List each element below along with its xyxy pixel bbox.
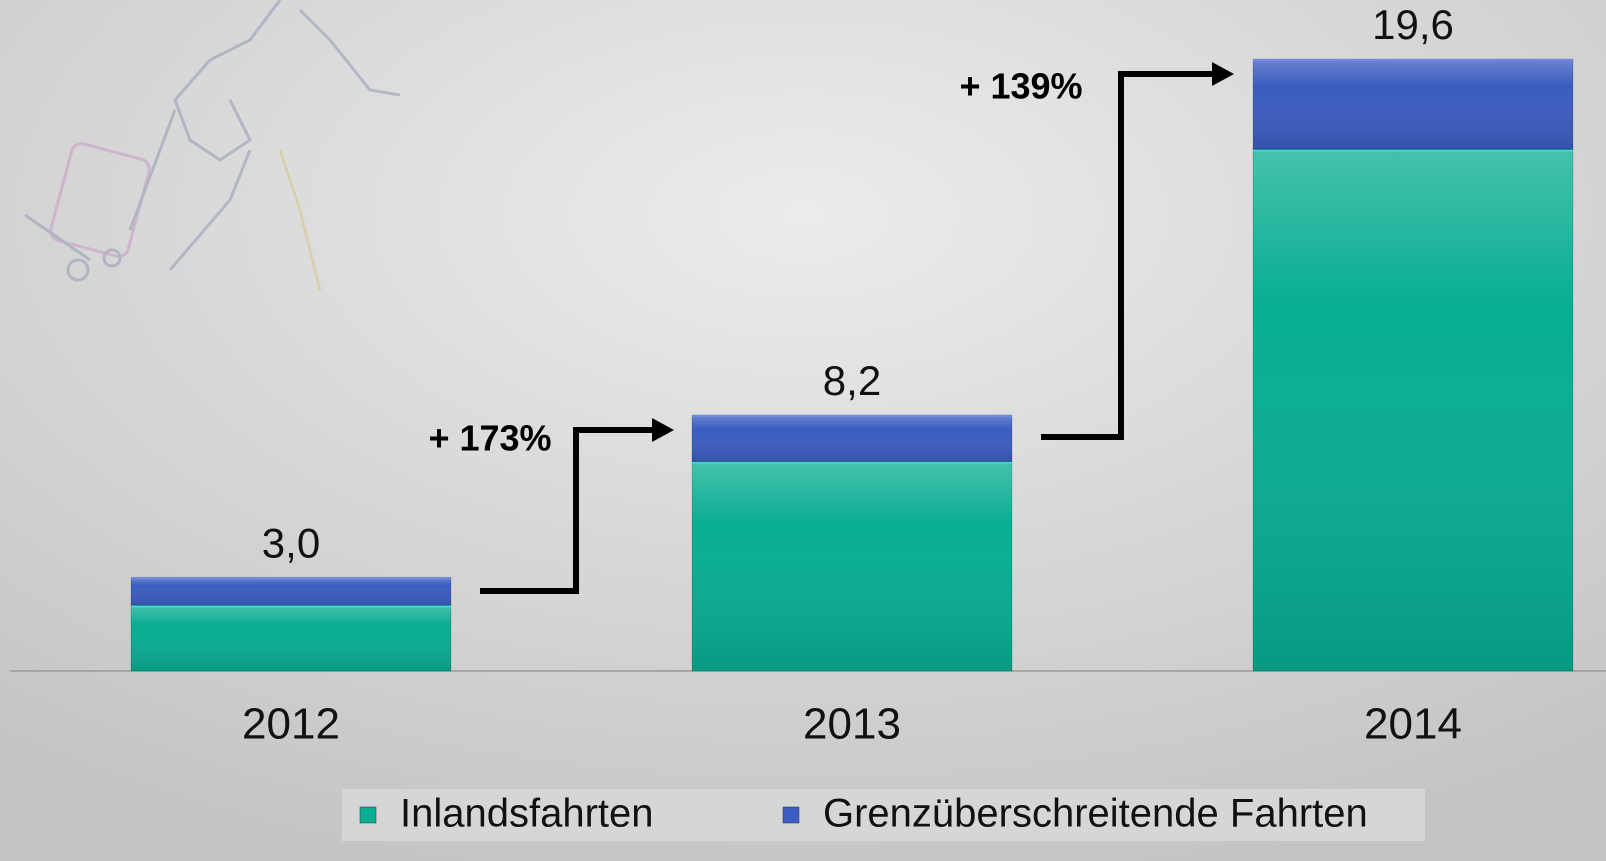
bar-shade <box>1252 149 1574 672</box>
arrows <box>480 62 1234 594</box>
x-tick-label: 2012 <box>242 700 340 749</box>
legend-box <box>342 789 1425 841</box>
x-tick-label: 2014 <box>1364 700 1462 749</box>
bar-shade <box>691 414 1013 463</box>
annotation: + 139% <box>959 66 1082 107</box>
clip-art <box>24 0 401 291</box>
total-label: 19,6 <box>1372 1 1454 48</box>
bar-shade <box>130 576 452 606</box>
annotation: + 173% <box>428 418 551 459</box>
legend-label: Grenzüberschreitende Fahrten <box>823 792 1368 836</box>
x-tick-label: 2013 <box>803 700 901 749</box>
bar-shade <box>1252 58 1574 151</box>
legend-marker <box>359 806 377 824</box>
legend-marker <box>782 806 800 824</box>
bar-shade <box>691 461 1013 672</box>
legend-label: Inlandsfahrten <box>400 792 654 836</box>
total-label: 8,2 <box>823 357 881 404</box>
total-label: 3,0 <box>262 519 320 566</box>
bar-shade <box>130 604 452 672</box>
